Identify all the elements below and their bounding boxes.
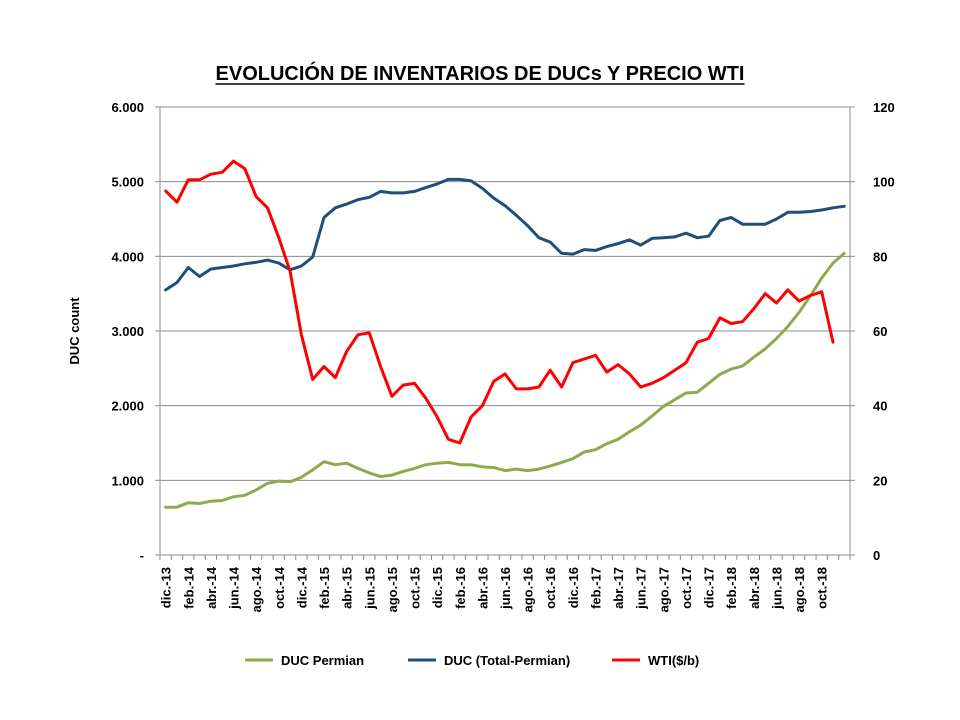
y-left-tick-label: 1.000 xyxy=(111,473,144,488)
y-left-tick-label: - xyxy=(140,548,144,563)
x-tick-label: abr.-15 xyxy=(340,567,355,609)
x-tick-label: jun.-14 xyxy=(227,566,242,610)
x-tick-label: jun.-18 xyxy=(769,567,784,610)
x-tick-label: oct.-17 xyxy=(679,567,694,609)
x-tick-label: ago.-15 xyxy=(385,567,400,613)
x-tick-label: ago.-16 xyxy=(521,567,536,613)
x-tick-label: abr.-17 xyxy=(611,567,626,609)
y-right-tick-label: 0 xyxy=(873,548,880,563)
x-tick-label: abr.-18 xyxy=(747,567,762,609)
y-left-tick-label: 6.000 xyxy=(111,100,144,115)
x-tick-label: dic.-17 xyxy=(702,567,717,608)
x-tick-label: jun.-16 xyxy=(498,567,513,610)
x-tick-label: oct.-16 xyxy=(543,567,558,609)
y-axis-label: DUC count xyxy=(67,297,82,365)
x-tick-label: oct.-18 xyxy=(815,567,830,609)
y-left-tick-label: 3.000 xyxy=(111,324,144,339)
y-axis-left-ticks: - 1.000 2.000 3.000 4.000 5.000 6.000 xyxy=(111,100,160,563)
legend-label-duc-permian: DUC Permian xyxy=(281,653,364,668)
y-right-tick-label: 120 xyxy=(873,100,895,115)
series-line-duc-total-permian xyxy=(164,177,846,292)
y-axis-right-ticks: 0 20 40 60 80 100 120 xyxy=(850,100,895,563)
x-tick-label: ago.-18 xyxy=(792,567,807,613)
x-tick-label: abr.-16 xyxy=(475,567,490,609)
legend: DUC Permian DUC (Total-Permian) WTI($/b) xyxy=(245,653,699,668)
x-tick-label: dic.-13 xyxy=(159,567,174,608)
gridlines xyxy=(160,106,850,481)
y-left-tick-label: 4.000 xyxy=(111,249,144,264)
y-right-tick-label: 20 xyxy=(873,473,887,488)
legend-label-duc-total-permian: DUC (Total-Permian) xyxy=(444,653,570,668)
x-tick-label: feb.-18 xyxy=(724,567,739,609)
x-tick-label: dic.-15 xyxy=(430,567,445,608)
x-tick-label: feb.-17 xyxy=(588,567,603,609)
legend-label-wti-b: WTI($/b) xyxy=(648,653,699,668)
x-tick-label: feb.-16 xyxy=(453,567,468,609)
y-right-tick-label: 60 xyxy=(873,324,887,339)
series-line-duc-permian xyxy=(164,251,846,509)
x-axis-ticks: dic.-13 feb.-14 abr.-14 jun.-14 ago.-14 oct.-… xyxy=(159,555,851,613)
y-right-tick-label: 40 xyxy=(873,399,887,414)
chart-title: EVOLUCIÓN DE INVENTARIOS DE DUCs Y PRECI… xyxy=(216,61,745,85)
y-left-tick-label: 5.000 xyxy=(111,175,144,190)
x-tick-label: feb.-14 xyxy=(181,566,196,609)
x-tick-label: ago.-14 xyxy=(249,566,264,612)
x-tick-label: jun.-15 xyxy=(362,567,377,610)
x-tick-label: dic.-16 xyxy=(566,567,581,608)
y-right-tick-label: 100 xyxy=(873,175,895,190)
y-left-tick-label: 2.000 xyxy=(111,399,144,414)
x-tick-label: oct.-15 xyxy=(408,567,423,609)
y-right-tick-label: 80 xyxy=(873,249,887,264)
x-tick-label: dic.-14 xyxy=(294,566,309,608)
x-tick-label: abr.-14 xyxy=(204,566,219,609)
series-line-wti-b xyxy=(164,159,835,445)
x-tick-label: ago.-17 xyxy=(656,567,671,613)
x-tick-label: oct.-14 xyxy=(272,566,287,609)
series-lines xyxy=(164,159,846,509)
x-tick-label: feb.-15 xyxy=(317,567,332,609)
x-tick-label: jun.-17 xyxy=(634,567,649,610)
